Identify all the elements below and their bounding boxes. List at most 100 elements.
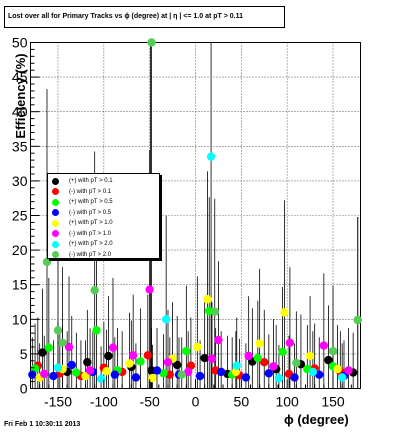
legend-label: (-) with pT > 1.0 — [69, 230, 112, 237]
data-point — [110, 370, 120, 379]
data-point — [285, 338, 295, 348]
data-point — [278, 347, 287, 357]
legend-marker — [50, 239, 60, 249]
data-point — [253, 353, 263, 363]
data-point — [85, 366, 95, 375]
legend-entry: (-) with pT > 0.5 — [48, 208, 159, 219]
legend-marker — [50, 176, 60, 186]
x-tick-label: -50 — [140, 394, 160, 410]
y-tick-label: 50 — [12, 35, 28, 51]
legend-label: (-) with pT > 0.5 — [69, 209, 112, 216]
legend-label: (-) with pT > 2.0 — [69, 251, 112, 258]
data-point — [108, 343, 118, 352]
data-point — [337, 373, 347, 382]
legend-entry: (-) with pT > 2.0 — [48, 250, 159, 261]
data-point — [292, 358, 301, 368]
x-tick-label: 150 — [321, 394, 345, 410]
legend-marker — [50, 229, 60, 239]
y-tick-label: 35 — [12, 138, 28, 154]
data-point — [264, 369, 274, 378]
data-point — [145, 285, 154, 294]
x-tick-label: 100 — [275, 394, 299, 410]
data-point — [269, 362, 278, 371]
data-point — [131, 373, 141, 382]
y-tick-label: 10 — [12, 311, 28, 327]
data-point — [40, 369, 49, 379]
x-axis-label: ϕ (degree) — [284, 412, 349, 427]
data-point — [148, 373, 157, 383]
data-point — [203, 295, 212, 304]
data-point — [67, 360, 76, 370]
data-point — [104, 351, 113, 361]
data-point — [206, 152, 216, 161]
data-point — [290, 373, 299, 382]
data-point — [195, 371, 205, 381]
data-point — [214, 335, 223, 345]
data-point — [280, 308, 289, 317]
data-point — [92, 326, 101, 335]
y-axis-label: Efficiency (%) — [13, 53, 28, 139]
legend-marker — [50, 187, 60, 197]
data-point — [260, 358, 269, 367]
legend-entry: (-) with pT > 0.1 — [48, 187, 159, 198]
y-tick-label: 45 — [12, 69, 28, 85]
x-tick-label: -150 — [44, 394, 72, 410]
data-point — [241, 373, 251, 382]
data-point — [255, 339, 264, 348]
legend-label: (+) with pT > 2.0 — [69, 241, 113, 248]
data-point — [96, 374, 106, 384]
data-point — [90, 286, 99, 295]
y-tick-label: 20 — [12, 242, 28, 258]
data-point — [324, 355, 333, 365]
y-tick-label: 5 — [20, 346, 28, 362]
chart-title: Lost over all for Primary Tracks vs ϕ (d… — [4, 6, 285, 28]
data-point — [165, 370, 175, 379]
data-point — [125, 359, 134, 368]
timestamp-footer: Fri Feb 1 10:30:11 2013 — [4, 421, 81, 428]
data-point — [58, 338, 67, 348]
legend-marker — [50, 197, 60, 207]
data-point — [333, 364, 342, 374]
y-tick-label: 25 — [12, 208, 28, 224]
data-point — [210, 307, 219, 316]
y-tick-label: 40 — [12, 104, 28, 120]
data-point — [305, 351, 315, 361]
x-tick-label: -100 — [90, 394, 118, 410]
legend-label: (+) with pT > 1.0 — [69, 220, 113, 227]
data-point — [319, 341, 329, 350]
data-point — [64, 342, 74, 352]
data-point — [200, 353, 209, 363]
legend-marker — [50, 250, 60, 260]
data-point — [53, 326, 63, 335]
data-point — [83, 358, 92, 367]
data-point — [152, 366, 162, 375]
legend-marker — [50, 218, 60, 228]
legend-marker — [50, 208, 60, 218]
data-point — [163, 358, 173, 367]
data-point — [136, 357, 145, 366]
data-point — [274, 373, 284, 383]
legend: (+) with pT > 0.1 (-) with pT > 0.1 (+) wi… — [47, 173, 160, 259]
legend-entry: (+) with pT > 2.0 — [48, 239, 159, 250]
data-points — [28, 38, 362, 384]
x-tick-label: 0 — [192, 394, 200, 410]
data-point — [147, 38, 156, 47]
data-point — [161, 315, 171, 324]
x-tick-label: 50 — [234, 394, 250, 410]
data-point — [353, 315, 362, 325]
data-point — [207, 354, 217, 363]
data-point — [81, 371, 90, 381]
data-point — [172, 360, 182, 370]
legend-entry: (-) with pT > 1.0 — [48, 229, 159, 240]
data-point — [216, 367, 226, 377]
data-point — [315, 370, 324, 379]
legend-entry: (+) with pT > 1.0 — [48, 218, 159, 229]
data-point — [182, 346, 191, 356]
data-point — [308, 367, 318, 377]
data-point — [344, 366, 353, 375]
legend-label: (+) with pT > 0.1 — [69, 178, 113, 185]
data-point — [177, 370, 186, 379]
data-point — [72, 368, 81, 377]
data-point — [193, 342, 202, 352]
data-point — [244, 351, 253, 361]
